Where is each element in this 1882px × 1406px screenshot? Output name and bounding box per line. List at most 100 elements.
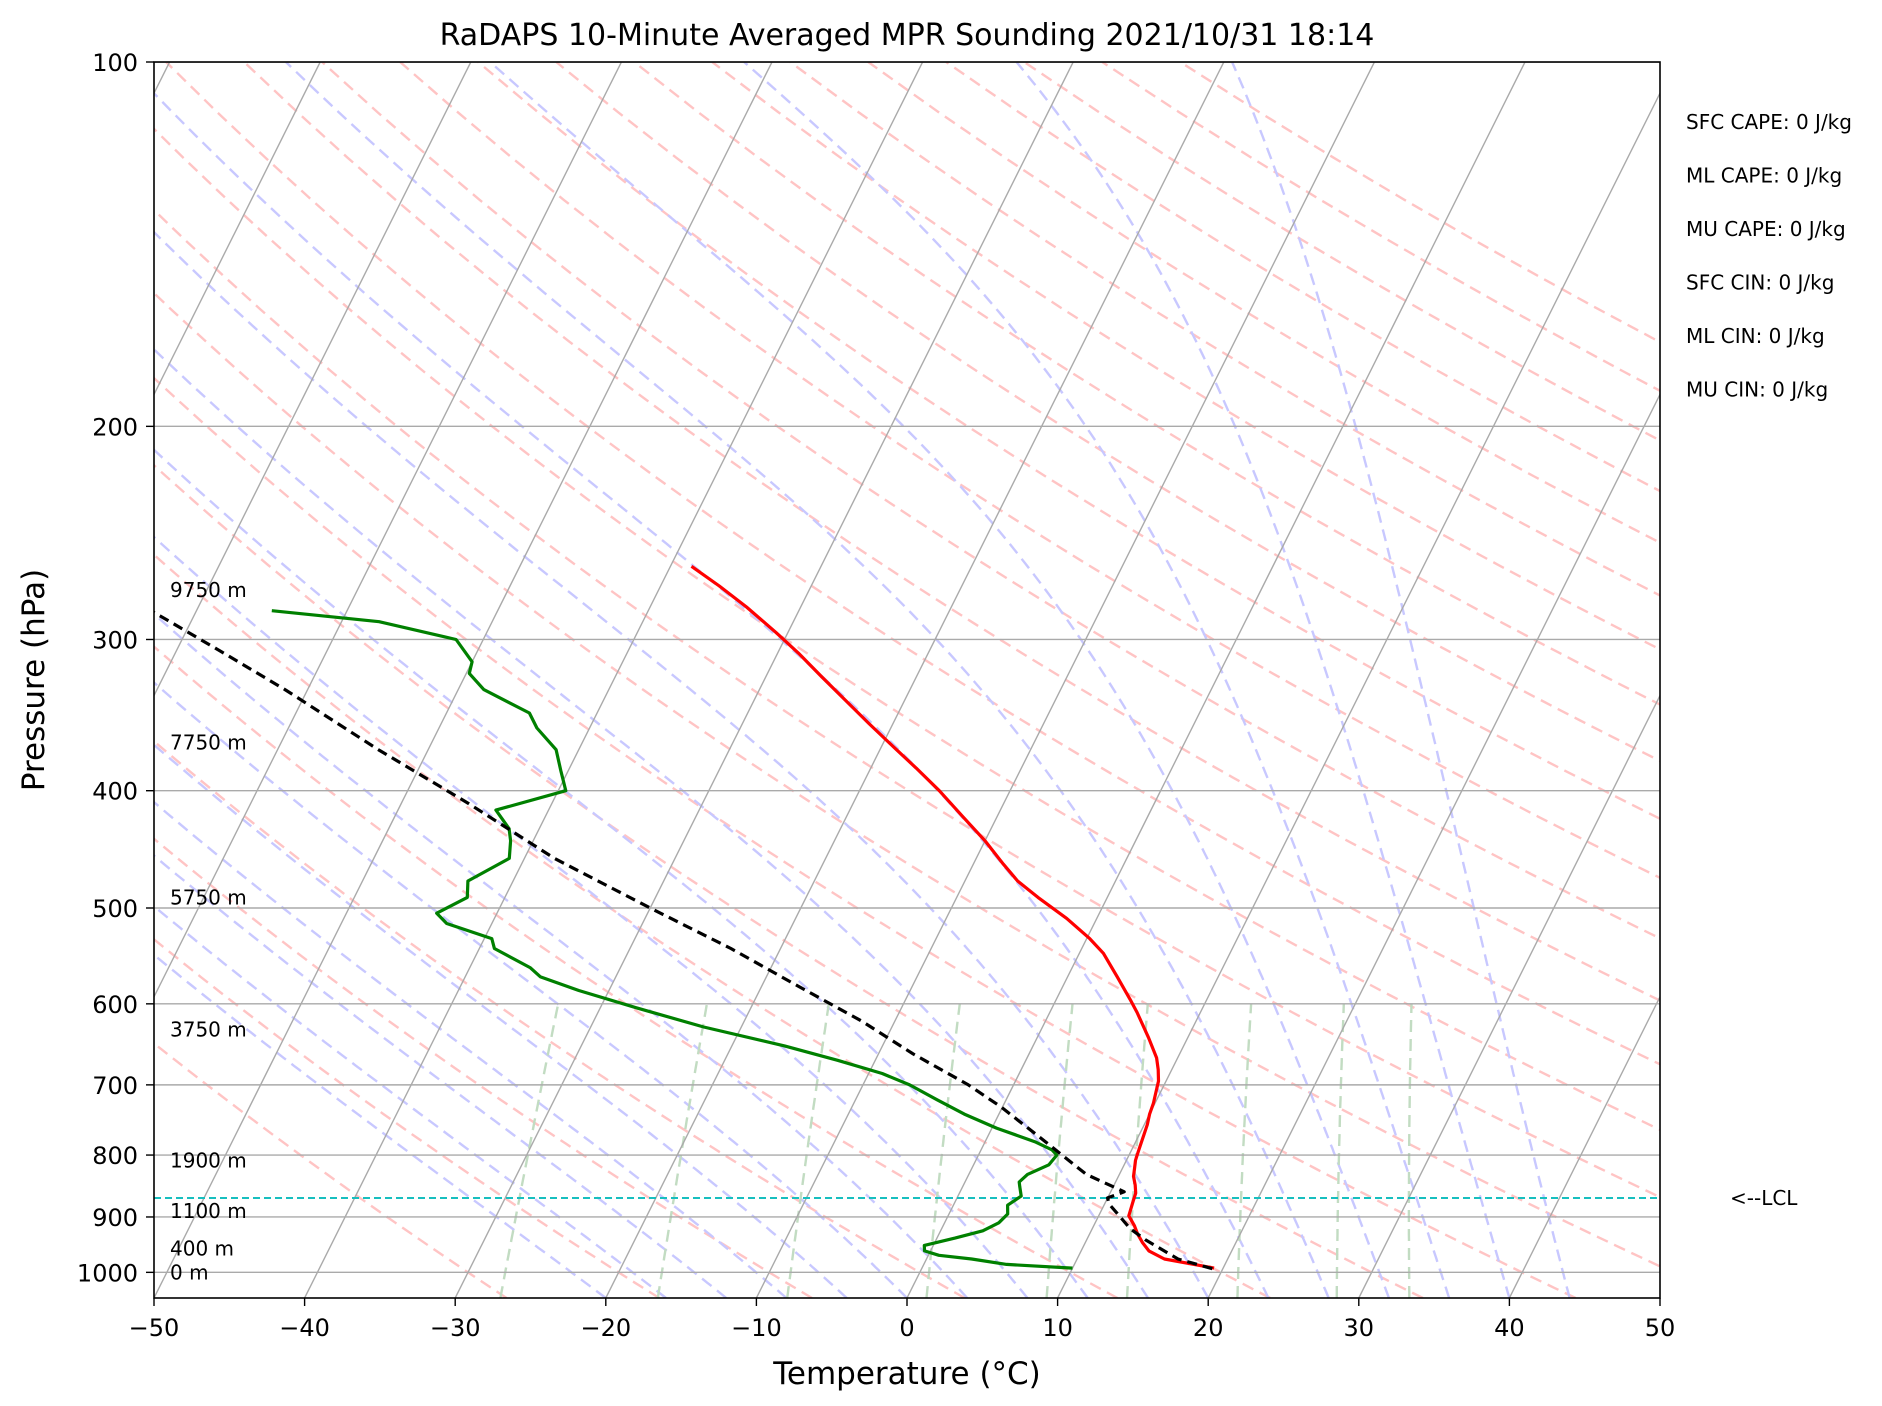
stability-index: ML CIN: 0 J/kg <box>1686 324 1825 348</box>
dry-adiabat <box>154 127 1660 1132</box>
x-tick-label: 0 <box>899 1314 914 1342</box>
dry-adiabat <box>1101 62 1660 393</box>
dry-adiabat <box>165 62 1660 1066</box>
dry-adiabat <box>154 837 813 1298</box>
isotherm <box>1207 392 1660 1298</box>
x-tick-label: −50 <box>129 1314 180 1342</box>
dry-adiabat <box>321 62 1660 940</box>
moist-adiabat <box>154 535 1029 1298</box>
mixing-ratio-line <box>1125 1003 1149 1298</box>
dry-adiabat <box>154 376 1577 1298</box>
height-label: 1900 m <box>170 1148 247 1172</box>
isotherm <box>154 62 623 999</box>
mixing-ratio-line <box>1335 1003 1345 1298</box>
mixing-ratio-line <box>1045 1003 1074 1298</box>
x-tick-label: −30 <box>430 1314 481 1342</box>
dry-adiabat <box>154 553 1271 1298</box>
y-tick-label: 600 <box>92 991 138 1019</box>
height-label: 1100 m <box>170 1199 247 1223</box>
dry-adiabat <box>154 463 1424 1298</box>
y-axis-label: Pressure (hPa) <box>16 569 52 791</box>
moist-adiabat <box>154 743 848 1298</box>
height-label: 0 m <box>170 1260 209 1284</box>
background-lines <box>154 62 1660 1298</box>
x-tick-label: −40 <box>279 1314 330 1342</box>
chart-title: RaDAPS 10-Minute Averaged MPR Sounding 2… <box>440 18 1375 53</box>
isotherm <box>605 62 1225 1298</box>
moist-adiabat <box>154 230 1210 1298</box>
y-axis-ticks: 100 200 300 400 500 600 700 800 900 1000 <box>77 49 154 1287</box>
dry-adiabat <box>1023 62 1660 442</box>
moist-adiabat <box>154 448 1089 1298</box>
height-label: 400 m <box>170 1237 234 1261</box>
y-tick-label: 800 <box>92 1142 138 1170</box>
mixing-ratio-line <box>1236 1003 1253 1298</box>
isotherm <box>1659 1296 1660 1298</box>
isotherm <box>154 62 773 1298</box>
dry-adiabat <box>555 62 1660 763</box>
stability-indices: SFC CAPE: 0 J/kg ML CAPE: 0 J/kg MU CAPE: … <box>1686 110 1852 402</box>
stability-index: SFC CAPE: 0 J/kg <box>1686 110 1852 134</box>
x-axis-label: Temperature (°C) <box>772 1356 1041 1392</box>
dry-adiabat <box>789 62 1660 597</box>
moist-adiabat <box>1230 62 1571 1298</box>
temperature-line <box>690 564 1215 1270</box>
moist-adiabat <box>743 62 1451 1298</box>
moist-adiabat <box>154 904 667 1298</box>
isotherm <box>154 62 472 698</box>
y-tick-label: 400 <box>92 778 138 806</box>
dry-adiabat <box>154 291 1660 1268</box>
x-axis-ticks: −50 −40 −30 −20 −10 0 10 20 30 40 50 <box>129 1298 1676 1342</box>
mixing-ratio-line <box>499 1003 560 1298</box>
height-label: 7750 m <box>170 731 247 755</box>
dry-adiabat <box>945 62 1660 493</box>
isotherm <box>1358 694 1660 1298</box>
dry-adiabat <box>867 62 1660 545</box>
y-tick-label: 500 <box>92 895 138 923</box>
dry-adiabat <box>1179 62 1660 344</box>
x-tick-label: 40 <box>1494 1314 1525 1342</box>
moist-adiabat <box>489 62 1391 1298</box>
mixing-ratio-line <box>1407 1003 1413 1298</box>
moist-adiabat <box>154 800 788 1298</box>
x-tick-label: 10 <box>1042 1314 1073 1342</box>
height-label: 5750 m <box>170 885 247 909</box>
moist-adiabat <box>1015 62 1511 1298</box>
isotherm <box>154 62 321 396</box>
dry-adiabat <box>154 937 660 1298</box>
moist-adiabat <box>154 91 1270 1298</box>
x-tick-label: −10 <box>731 1314 782 1342</box>
plot-frame <box>153 61 1661 1299</box>
x-tick-label: 20 <box>1193 1314 1224 1342</box>
x-tick-label: 50 <box>1645 1314 1676 1342</box>
dry-adiabat <box>154 208 1660 1199</box>
isotherm <box>454 62 1074 1298</box>
parcel-path-line <box>154 610 1213 1271</box>
moist-adiabat <box>154 854 728 1298</box>
isotherm <box>906 62 1526 1298</box>
isotherm <box>755 62 1376 1298</box>
dry-adiabat <box>399 62 1660 880</box>
dry-adiabat <box>154 645 1119 1298</box>
dry-adiabat <box>154 1041 508 1298</box>
y-tick-label: 700 <box>92 1072 138 1100</box>
y-tick-label: 1000 <box>77 1259 138 1287</box>
sounding-series <box>154 564 1215 1271</box>
mixing-ratio-line <box>925 1003 961 1298</box>
y-tick-label: 300 <box>92 626 138 654</box>
y-tick-label: 100 <box>92 49 138 77</box>
dry-adiabat <box>477 62 1660 821</box>
moist-adiabat <box>154 953 607 1298</box>
moist-adiabat <box>154 347 1150 1298</box>
stability-index: MU CAPE: 0 J/kg <box>1686 217 1846 241</box>
isotherm <box>1508 995 1660 1298</box>
dry-adiabat <box>243 62 1660 1002</box>
y-tick-label: 200 <box>92 413 138 441</box>
height-label: 3750 m <box>170 1017 247 1041</box>
dry-adiabat <box>711 62 1660 651</box>
isotherm <box>1056 91 1660 1298</box>
moist-adiabat <box>285 62 1330 1298</box>
stability-index: ML CAPE: 0 J/kg <box>1686 164 1842 188</box>
